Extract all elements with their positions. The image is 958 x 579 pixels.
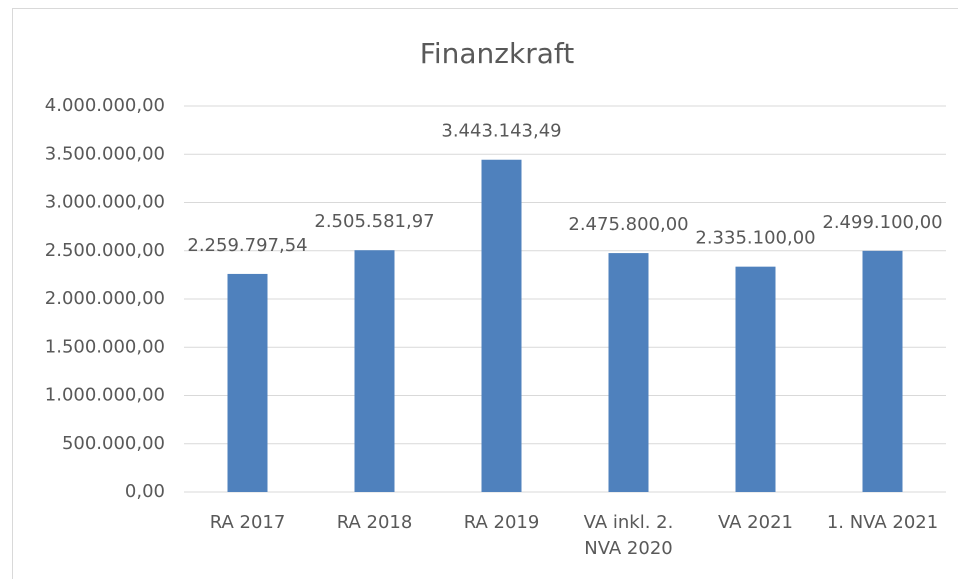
data-label: 2.335.100,00 — [695, 228, 815, 249]
bar — [481, 159, 522, 493]
bar — [608, 253, 649, 492]
y-tick-label: 1.000.000,00 — [45, 385, 165, 406]
x-tick-label: 1. NVA 2021 — [826, 512, 939, 533]
y-tick-label: 2.000.000,00 — [45, 288, 165, 309]
data-label: 2.259.797,54 — [187, 235, 307, 256]
x-tick-label: RA 2019 — [463, 512, 540, 533]
y-tick-label: 3.500.000,00 — [45, 143, 165, 164]
data-label: 2.499.100,00 — [822, 212, 942, 233]
y-tick-label: 4.000.000,00 — [45, 95, 165, 116]
y-tick-label: 500.000,00 — [62, 433, 165, 454]
bar — [354, 250, 395, 492]
x-tick-label: RA 2017 — [209, 512, 286, 533]
x-tick-label: VA inkl. 2. NVA 2020 — [583, 512, 674, 559]
y-tick-label: 0,00 — [125, 481, 165, 502]
y-tick-label: 1.500.000,00 — [45, 336, 165, 357]
data-label: 2.505.581,97 — [314, 211, 434, 232]
y-tick-label: 2.500.000,00 — [45, 240, 165, 261]
chart-title: Finanzkraft — [420, 37, 574, 70]
y-tick-label: 3.000.000,00 — [45, 192, 165, 213]
bar — [227, 273, 268, 492]
bar — [862, 250, 903, 492]
bar — [735, 266, 776, 492]
x-tick-label: RA 2018 — [336, 512, 413, 533]
data-label: 2.475.800,00 — [568, 214, 688, 235]
x-tick-label: VA 2021 — [717, 512, 793, 533]
data-label: 3.443.143,49 — [441, 121, 561, 142]
